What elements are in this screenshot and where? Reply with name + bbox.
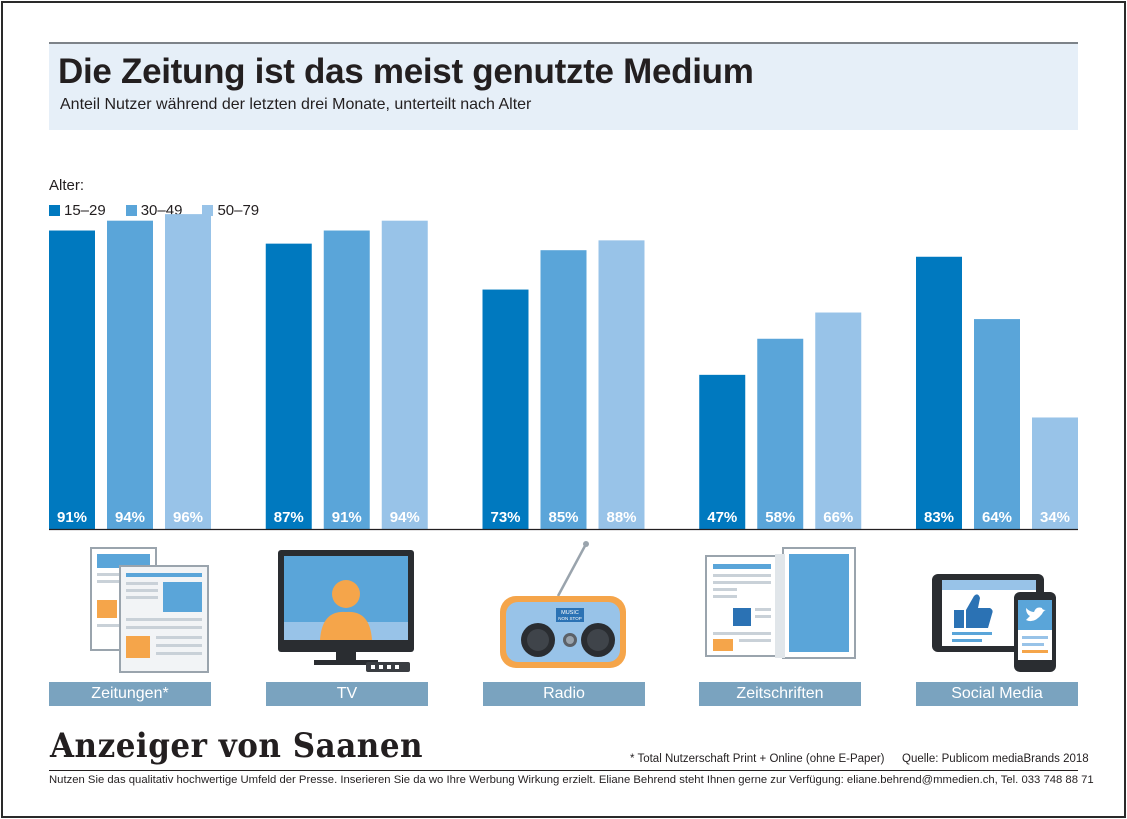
category-label-radio: Radio xyxy=(483,682,645,706)
footnote: * Total Nutzerschaft Print + Online (ohn… xyxy=(630,753,885,765)
magazine-icon xyxy=(705,547,856,659)
category-label-zeitungen: Zeitungen* xyxy=(49,682,211,706)
bar-value-label: 94% xyxy=(390,509,420,526)
bar xyxy=(699,374,746,529)
bar-value-label: 64% xyxy=(982,509,1012,526)
bar xyxy=(381,220,428,529)
bar xyxy=(916,256,962,529)
radio-display-text: MUSIC xyxy=(561,610,579,616)
legend-swatch xyxy=(125,205,137,216)
bar xyxy=(598,240,645,530)
bar xyxy=(107,220,153,529)
bar xyxy=(265,243,312,529)
legend-swatch xyxy=(49,205,60,216)
social-media-icon xyxy=(932,574,1056,672)
bar xyxy=(165,214,211,529)
bar-value-label: 85% xyxy=(548,509,578,526)
category-label-tv: TV xyxy=(266,682,428,706)
footer-divider xyxy=(49,770,1078,771)
category-label-social-media: Social Media xyxy=(916,682,1078,706)
newspaper-icon xyxy=(90,547,209,673)
bar-value-label: 58% xyxy=(765,509,795,526)
radio-display-text: NON STOP xyxy=(558,616,581,621)
bar-value-label: 34% xyxy=(1040,509,1070,526)
contact-text: Nutzen Sie das qualitativ hochwertige Um… xyxy=(49,774,1094,786)
publisher-logo: Anzeiger von Saanen xyxy=(50,727,424,766)
bar-value-label: 91% xyxy=(332,509,362,526)
legend-title: Alter: xyxy=(49,177,85,194)
legend-item: 50–79 xyxy=(202,202,259,219)
tv-icon xyxy=(278,550,414,672)
legend-swatch xyxy=(202,205,214,216)
legend-item: 15–29 xyxy=(49,202,106,219)
bar xyxy=(482,289,529,529)
bar xyxy=(540,250,587,529)
source-note: Quelle: Publicom mediaBrands 2018 xyxy=(902,753,1089,765)
bar xyxy=(757,338,804,529)
bar-value-label: 66% xyxy=(823,509,853,526)
page-subtitle: Anteil Nutzer während der letzten drei M… xyxy=(60,96,532,113)
bar-value-label: 83% xyxy=(924,509,954,526)
bar xyxy=(323,230,370,529)
page-title: Die Zeitung ist das meist genutzte Mediu… xyxy=(58,52,754,91)
bar-value-label: 47% xyxy=(707,509,737,526)
header-box: Die Zeitung ist das meist genutzte Mediu… xyxy=(49,42,1078,130)
bar-chart: 91% 94% 96% 87% 91% 94% 73% 85% 88% 47% 58% 66% 83% 6… xyxy=(49,214,1078,531)
bar-value-label: 73% xyxy=(490,509,520,526)
bar xyxy=(815,312,862,529)
bar xyxy=(974,319,1020,529)
legend-label: 15–29 xyxy=(64,202,106,219)
bar xyxy=(49,230,95,529)
bar-value-label: 87% xyxy=(274,509,304,526)
bar-value-label: 94% xyxy=(115,509,145,526)
bar-value-label: 91% xyxy=(57,509,87,526)
bar xyxy=(1032,417,1078,529)
category-label-zeitschriften: Zeitschriften xyxy=(699,682,861,706)
bar-value-label: 88% xyxy=(606,509,636,526)
radio-icon: MUSIC NON STOP xyxy=(500,541,626,668)
legend-label: 50–79 xyxy=(217,202,260,219)
bar-value-label: 96% xyxy=(173,509,203,526)
